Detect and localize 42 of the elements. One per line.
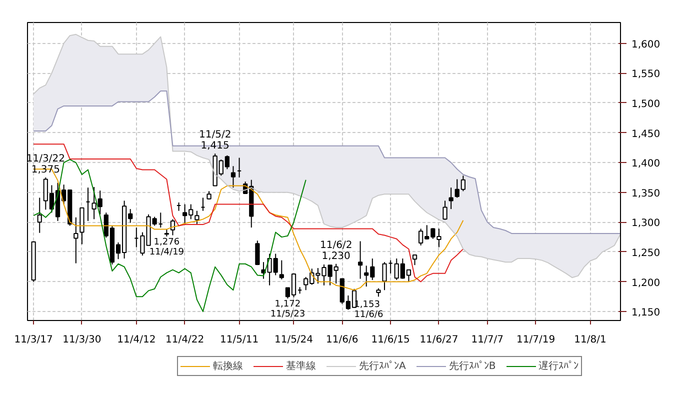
candlestick bbox=[358, 240, 363, 280]
candlestick bbox=[194, 210, 200, 224]
candlestick bbox=[74, 216, 78, 264]
candlestick bbox=[412, 254, 418, 266]
x-tick-label: 11/7/19 bbox=[516, 334, 556, 346]
legend-label: 先行ｽﾊﾟﾝB bbox=[448, 360, 496, 373]
x-tick-label: 11/5/24 bbox=[274, 334, 314, 346]
x-tick-label: 11/3/17 bbox=[14, 334, 53, 346]
y-tick-label: 1,500 bbox=[632, 98, 660, 110]
candlestick bbox=[230, 166, 236, 188]
annotation: 1,276 11/4/19 bbox=[149, 237, 184, 258]
annotation: 11/5/2 1,415 bbox=[198, 130, 232, 152]
candlestick bbox=[37, 197, 42, 234]
legend-label: 先行ｽﾊﾟﾝA bbox=[359, 360, 406, 373]
x-tick-label: 11/6/27 bbox=[420, 334, 458, 346]
y-tick-label: 1,250 bbox=[632, 248, 660, 259]
candlestick bbox=[448, 187, 454, 210]
y-tick-label: 1,600 bbox=[632, 39, 660, 50]
legend-label: 基準線 bbox=[286, 360, 316, 373]
x-tick-label: 11/4/12 bbox=[117, 334, 156, 346]
x-tick-label: 11/5/11 bbox=[220, 334, 259, 346]
legend-label: 遅行ｽﾊﾟﾝ bbox=[538, 360, 579, 373]
x-tick-label: 11/8/1 bbox=[574, 334, 606, 346]
x-tick-label: 11/6/6 bbox=[326, 334, 358, 346]
annotation: 11/6/2 1,230 bbox=[320, 240, 352, 262]
y-tick-label: 1,350 bbox=[632, 188, 660, 200]
candlestick bbox=[382, 262, 387, 291]
x-tick-label: 11/3/30 bbox=[62, 334, 102, 346]
legend-label: 転換線 bbox=[213, 360, 243, 373]
x-tick-label: 11/7/7 bbox=[471, 334, 504, 346]
y-tick-label: 1,150 bbox=[632, 308, 660, 319]
annotation: 1,172 11/5/23 bbox=[270, 299, 306, 320]
y-tick-label: 1,200 bbox=[632, 278, 660, 289]
x-tick-label: 11/4/22 bbox=[166, 334, 204, 346]
y-tick-label: 1,300 bbox=[632, 218, 660, 230]
y-tick-label: 1,450 bbox=[632, 128, 660, 140]
candlestick bbox=[442, 200, 448, 220]
candlestick bbox=[279, 260, 284, 280]
x-tick-label: 11/6/15 bbox=[371, 334, 410, 346]
y-tick-label: 1,400 bbox=[632, 158, 660, 170]
y-tick-label: 1,550 bbox=[632, 69, 660, 80]
candlestick bbox=[255, 240, 260, 266]
